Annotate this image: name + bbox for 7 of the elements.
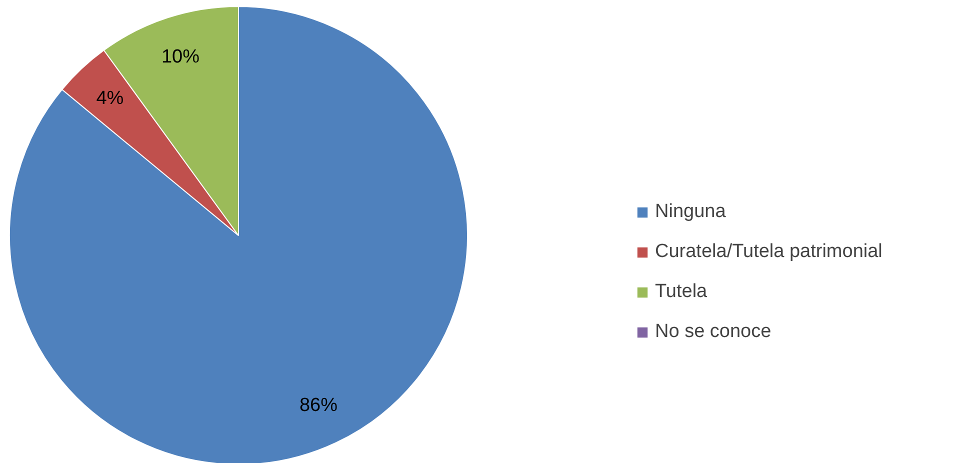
legend-label: Tutela (655, 281, 708, 303)
data-label: 86% (299, 394, 338, 416)
legend-label: Ninguna (655, 201, 726, 223)
data-label: 4% (96, 88, 124, 110)
legend-label: Curatela/Tutela patrimonial (655, 241, 882, 263)
legend-label: No se conoce (655, 321, 772, 343)
data-label: 10% (161, 46, 200, 68)
